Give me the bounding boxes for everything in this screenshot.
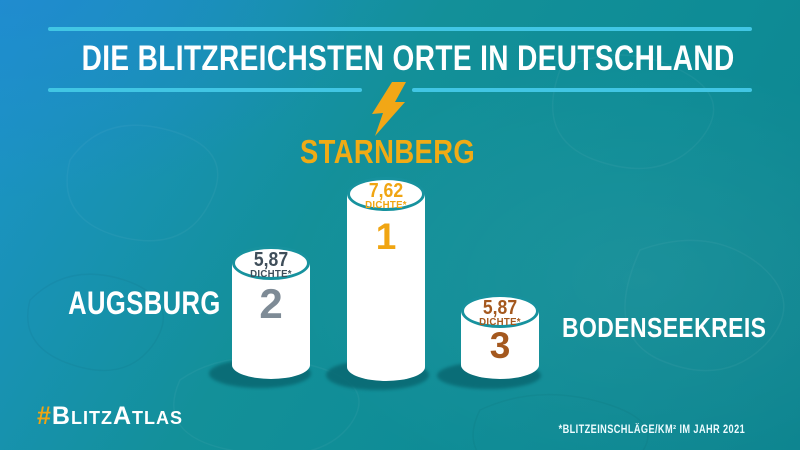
density-value-second: 5,87	[253, 249, 289, 271]
podium-cylinder-second: 5,87 DICHTE* 2	[232, 246, 310, 379]
cylinder-top-second	[232, 246, 310, 280]
hash-symbol: #	[37, 402, 52, 430]
cylinder-top-third	[461, 294, 539, 328]
label-starnberg-text: STARNBERG	[300, 133, 476, 170]
label-augsburg: AUGSBURG	[30, 285, 220, 322]
footnote-text: *BLITZEINSCHLÄGE/KM² IM JAHR 2021	[558, 424, 745, 436]
title-rule-bottom-left	[48, 88, 362, 92]
cylinder-body-first	[347, 194, 425, 381]
footnote: *BLITZEINSCHLÄGE/KM² IM JAHR 2021	[512, 420, 745, 438]
hashtag-text: BlitzAtlas	[51, 402, 183, 430]
hashtag-blitzatlas: #BlitzAtlas	[37, 402, 183, 431]
cylinder-body-second	[232, 263, 310, 379]
rank-number-second: 2	[259, 280, 283, 327]
page-title: DIE BLITZREICHSTEN ORTE IN DEUTSCHLAND	[0, 39, 800, 79]
podium-cylinder-third: 5,87 DICHTE* 3	[461, 294, 539, 379]
label-augsburg-text: AUGSBURG	[68, 285, 221, 321]
page-title-text: DIE BLITZREICHSTEN ORTE IN DEUTSCHLAND	[81, 39, 735, 78]
density-value-first: 7,62	[368, 180, 404, 202]
label-bodenseekreis-text: BODENSEEKREIS	[562, 312, 767, 343]
podium-cylinder-first: 7,62 DICHTE* 1	[347, 177, 425, 381]
label-starnberg: STARNBERG	[188, 133, 588, 171]
label-bodenseekreis: BODENSEEKREIS	[562, 312, 800, 344]
lightning-bolt-icon	[372, 82, 406, 136]
cylinder-top-first	[347, 177, 425, 211]
density-unit-first: DICHTE*	[365, 199, 407, 211]
density-unit-second: DICHTE*	[250, 268, 292, 280]
title-rule-bottom-right	[412, 88, 752, 92]
rank-number-third: 3	[489, 325, 511, 366]
density-value-third: 5,87	[482, 297, 518, 319]
density-unit-third: DICHTE*	[479, 316, 521, 328]
title-rule-top	[48, 27, 752, 31]
rank-number-first: 1	[375, 216, 397, 257]
